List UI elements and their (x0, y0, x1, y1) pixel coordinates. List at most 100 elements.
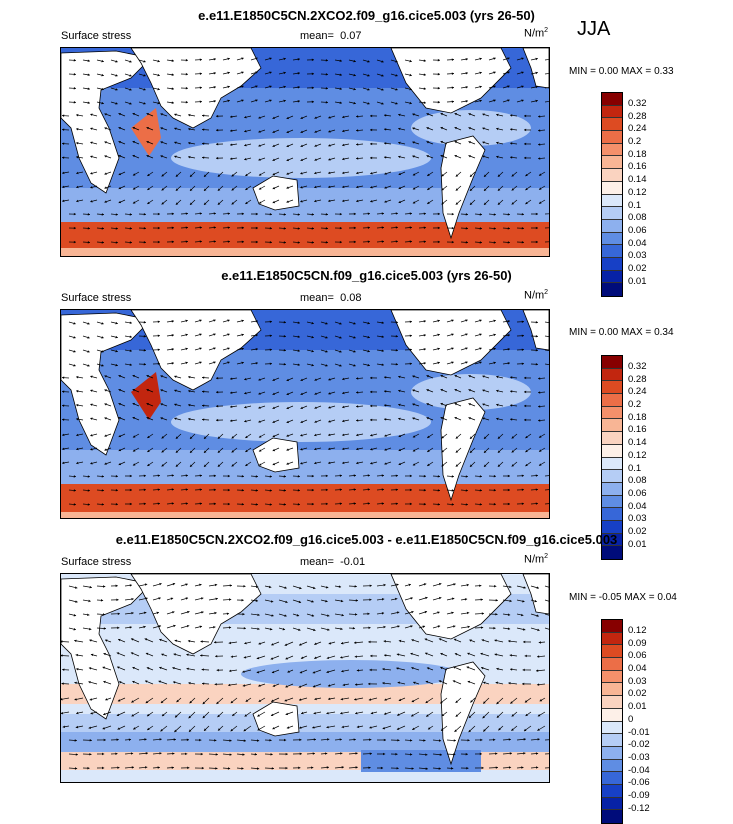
colorbar-box (602, 369, 622, 382)
colorbar-box (602, 144, 622, 157)
colorbar-tick-label: 0.08 (628, 212, 647, 225)
colorbar-box (602, 671, 622, 684)
colorbar-box (602, 696, 622, 709)
colorbar-tick-label: 0.16 (628, 424, 647, 437)
colorbar-tick-label: 0.04 (628, 501, 647, 514)
panel-2-map-svg (61, 310, 549, 518)
panel-1-title: e.e11.E1850C5CN.2XCO2.f09_g16.cice5.003 … (0, 8, 733, 23)
colorbar-tick-label: -0.04 (628, 765, 650, 778)
panel-2-minmax: MIN = 0.00 MAX = 0.34 (569, 327, 674, 338)
min-label: MIN = (569, 592, 596, 603)
max-label: MAX = (624, 592, 654, 603)
min-label: MIN = (569, 327, 596, 338)
colorbar-tick-label: 0.28 (628, 111, 647, 124)
max-value: 0.33 (654, 66, 673, 77)
colorbar-box (602, 483, 622, 496)
colorbar-tick-label: -0.12 (628, 803, 650, 816)
colorbar-box (602, 233, 622, 246)
colorbar-tick-label: 0.2 (628, 136, 647, 149)
colorbar-box (602, 195, 622, 208)
min-value: 0.00 (599, 327, 618, 338)
colorbar-box (602, 620, 622, 633)
panel-1-map (60, 47, 550, 257)
colorbar-tick-label: 0.08 (628, 475, 647, 488)
panel-1-variable: Surface stress (61, 30, 131, 42)
colorbar-tick-label: 0.14 (628, 174, 647, 187)
colorbar-tick-label: 0.24 (628, 123, 647, 136)
colorbar-tick-label: 0.12 (628, 187, 647, 200)
colorbar-tick-label: -0.01 (628, 727, 650, 740)
colorbar-box (602, 508, 622, 521)
mean-value: 0.07 (340, 30, 361, 42)
colorbar-tick-label: 0.18 (628, 149, 647, 162)
colorbar-tick-label: 0.06 (628, 225, 647, 238)
colorbar-tick-label: 0.28 (628, 374, 647, 387)
mean-label: mean= (300, 556, 334, 568)
colorbar-box (602, 658, 622, 671)
panel-3-minmax: MIN = -0.05 MAX = 0.04 (569, 592, 677, 603)
colorbar-tick-label: 0.12 (628, 625, 650, 638)
units-sup: 2 (544, 27, 548, 34)
colorbar-tick-label: 0.09 (628, 638, 650, 651)
colorbar-box (602, 458, 622, 471)
panel-2-title: e.e11.E1850C5CN.f09_g16.cice5.003 (yrs 2… (0, 268, 733, 283)
panel-3-variable: Surface stress (61, 556, 131, 568)
min-label: MIN = (569, 66, 596, 77)
colorbar-box (602, 156, 622, 169)
colorbar-box (602, 546, 622, 559)
min-value: -0.05 (599, 592, 622, 603)
colorbar-tick-label: 0.2 (628, 399, 647, 412)
units-text: N/m (524, 554, 544, 566)
colorbar-tick-label: 0.14 (628, 437, 647, 450)
min-value: 0.00 (599, 66, 618, 77)
units-sup: 2 (544, 289, 548, 296)
colorbar-tick-label: 0.01 (628, 701, 650, 714)
colorbar-tick-label: -0.03 (628, 752, 650, 765)
colorbar-box (602, 747, 622, 760)
colorbar-tick-label: 0.04 (628, 663, 650, 676)
units-sup: 2 (544, 553, 548, 560)
colorbar-tick-label: 0.18 (628, 412, 647, 425)
colorbar-box (602, 760, 622, 773)
panel-3-map (60, 573, 550, 783)
colorbar-tick-label: 0.02 (628, 688, 650, 701)
panel-2-mean: mean= 0.08 (300, 292, 362, 304)
colorbar-tick-label: 0.32 (628, 98, 647, 111)
panel-1-colorbar (601, 92, 623, 297)
panel-1-map-svg (61, 48, 549, 256)
colorbar-box (602, 445, 622, 458)
colorbar-box (602, 93, 622, 106)
colorbar-tick-label: 0.03 (628, 513, 647, 526)
colorbar-box (602, 394, 622, 407)
colorbar-box (602, 709, 622, 722)
colorbar-box (602, 645, 622, 658)
max-label: MAX = (621, 66, 651, 77)
colorbar-box (602, 722, 622, 735)
colorbar-box (602, 496, 622, 509)
panel-3-units: N/m2 (524, 553, 548, 566)
colorbar-tick-label: 0.06 (628, 488, 647, 501)
colorbar-box (602, 381, 622, 394)
panel-3-map-svg (61, 574, 549, 782)
colorbar-box (602, 207, 622, 220)
colorbar-box (602, 683, 622, 696)
colorbar-box (602, 407, 622, 420)
colorbar-box (602, 785, 622, 798)
colorbar-tick-label: 0.1 (628, 200, 647, 213)
colorbar-tick-label: 0.06 (628, 650, 650, 663)
colorbar-tick-label: 0.24 (628, 386, 647, 399)
colorbar-tick-label: 0 (628, 714, 650, 727)
panel-2-map (60, 309, 550, 519)
colorbar-tick-label: 0.32 (628, 361, 647, 374)
panel-2-variable: Surface stress (61, 292, 131, 304)
colorbar-box (602, 432, 622, 445)
colorbar-tick-label: -0.06 (628, 777, 650, 790)
colorbar-tick-label: -0.02 (628, 739, 650, 752)
colorbar-box (602, 356, 622, 369)
colorbar-box (602, 131, 622, 144)
colorbar-tick-label: 0.1 (628, 463, 647, 476)
colorbar-box (602, 106, 622, 119)
panel-2-colorbar (601, 355, 623, 560)
